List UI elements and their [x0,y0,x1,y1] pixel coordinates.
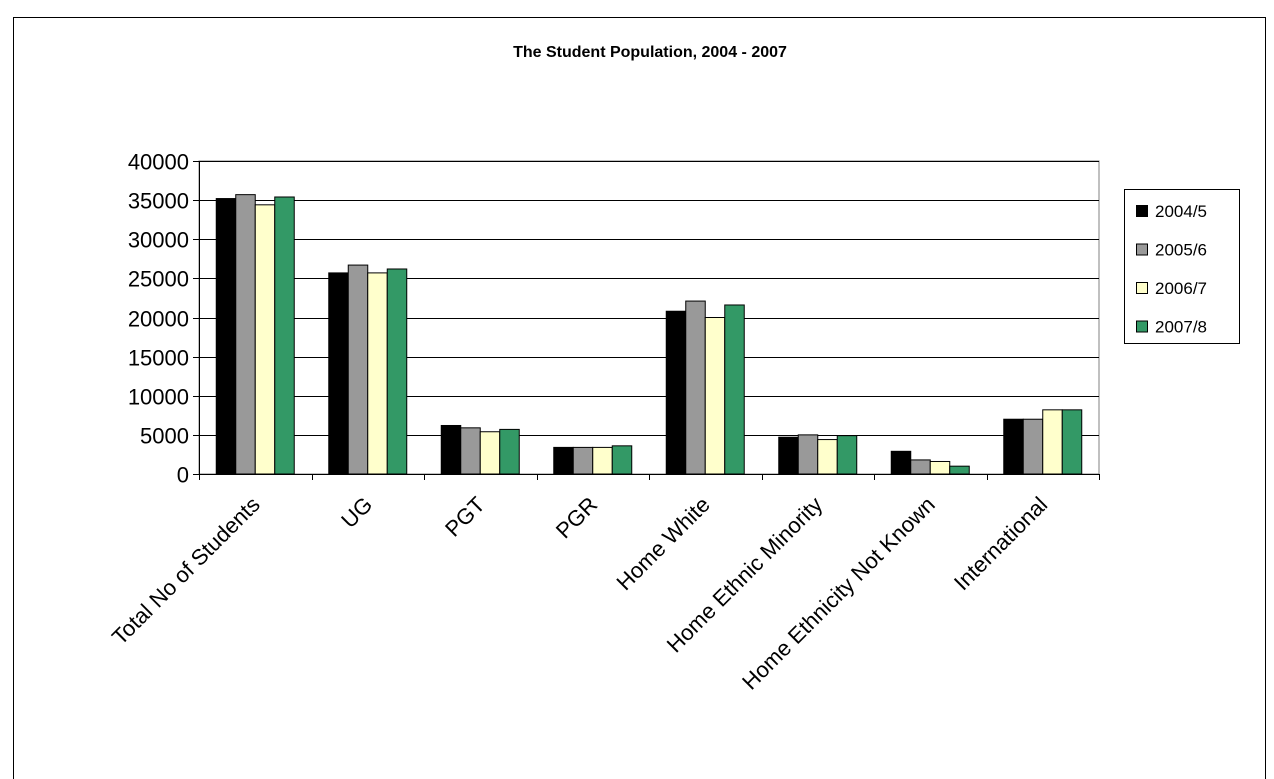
bar [910,459,931,475]
bar [929,460,951,475]
bar [499,428,520,475]
bar [479,431,501,475]
bar [1003,418,1024,475]
legend-label: 2004/5 [1155,202,1207,221]
x-tick-label: Home White [612,492,715,595]
x-tick-label: PGR [551,492,602,543]
bar [611,445,633,475]
x-tick-label: International [949,492,1052,595]
bar [724,304,745,475]
bar [386,268,408,475]
legend-label: 2007/8 [1155,318,1207,337]
y-tick-label: 30000 [128,228,189,253]
bar [1022,418,1044,475]
y-tick-label: 35000 [128,189,189,214]
bar [347,264,369,475]
bars [215,194,1083,475]
bar [949,465,970,475]
bar [328,272,349,475]
bar [553,446,574,475]
x-tick-label: Home Ethnicity Not Known [737,492,940,695]
y-tick-label: 5000 [140,424,189,449]
bar [592,446,613,475]
y-tick-label: 25000 [128,267,189,292]
bar [665,310,687,475]
legend-swatch [1136,320,1148,333]
bar [367,272,388,475]
bar [1042,409,1063,475]
bar [817,439,838,475]
bar [890,450,912,475]
bar [704,317,726,475]
bar [797,434,819,475]
bar [215,198,237,475]
bar [1061,409,1083,475]
x-tick-label: UG [336,492,377,533]
legend-label: 2006/7 [1155,279,1207,298]
bar [440,424,462,475]
bar [778,436,799,475]
bar [836,435,858,475]
y-tick-label: 0 [177,463,189,488]
bar [460,427,481,475]
y-tick-label: 10000 [128,385,189,410]
y-tick-label: 20000 [128,307,189,332]
x-axis-category-labels: Total No of Students UG PGT PGR Home WhiteHo… [107,492,1052,695]
chart-title: The Student Population, 2004 - 2007 [513,44,787,61]
y-tick-label: 15000 [128,346,189,371]
legend-swatch [1136,243,1148,256]
legend: 2004/5 2005/6 2006/7 2007/8 [1124,189,1240,344]
x-tick-label: Total No of Students [107,492,265,650]
bar [235,194,256,475]
legend-label: 2005/6 [1155,241,1207,260]
bar [685,300,706,475]
y-tick-label: 40000 [128,150,189,175]
legend-swatch [1136,205,1148,217]
y-axis-tick-labels: 0 5000 10000 15000 20000 25000 30000 35000 40000 [128,150,189,488]
bar [254,204,276,475]
bar [274,196,295,475]
bar [572,446,594,475]
legend-swatch [1136,282,1148,294]
x-tick-label: PGT [440,492,490,542]
